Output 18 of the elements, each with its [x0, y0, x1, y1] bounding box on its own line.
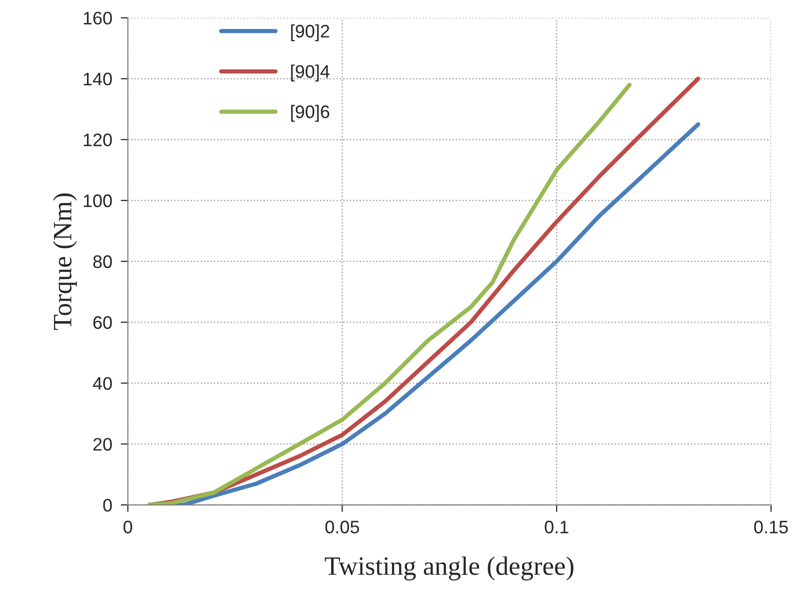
y-tick-label: 60 — [93, 316, 112, 329]
x-axis-title: Twisting angle (degree) — [324, 556, 574, 580]
y-tick-label: 20 — [93, 438, 112, 451]
x-tick-label: 0.15 — [754, 520, 788, 534]
y-tick-label: 160 — [84, 12, 112, 25]
legend-label: [90]6 — [291, 104, 330, 122]
y-tick-label: 0 — [103, 498, 112, 512]
x-tick-label: 0.1 — [544, 520, 568, 534]
y-tick-label: 140 — [84, 72, 112, 86]
y-tick-label: 100 — [84, 194, 112, 208]
y-tick-label: 120 — [84, 134, 112, 146]
x-tick-label: 0.05 — [325, 520, 360, 534]
y-axis-title: Torque (Nm) — [52, 193, 77, 330]
y-tick-label: 80 — [93, 255, 112, 268]
x-tick-label: 0 — [124, 520, 132, 534]
legend-label: [90]4 — [291, 64, 330, 82]
y-tick-label: 40 — [92, 377, 112, 390]
legend-label: [90]2 — [291, 24, 330, 42]
